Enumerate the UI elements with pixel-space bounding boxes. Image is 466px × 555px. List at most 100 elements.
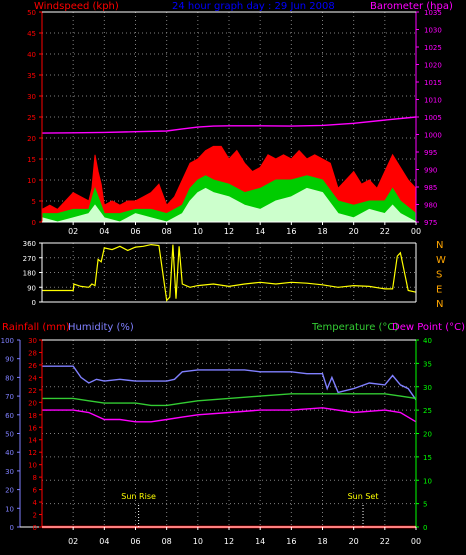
- x-tick-label: 10: [193, 227, 203, 236]
- humidity-legend: Humidity (%): [68, 322, 134, 333]
- x-tick-label: 02: [68, 537, 78, 546]
- rainfall-tick-label: 10: [28, 462, 37, 470]
- temperature-tick-label: 10: [423, 477, 432, 485]
- right-tick-label: 975: [424, 219, 437, 227]
- temperature-tick-label: 30: [423, 384, 432, 392]
- compass-label: W: [436, 255, 446, 266]
- humidity-tick-label: 40: [5, 449, 14, 457]
- direction-tick-label: 360: [23, 240, 36, 248]
- temperature-humidity-axes: 0102030405060708090100024681012141618202…: [1, 337, 432, 546]
- temperature-humidity-panel: 0102030405060708090100024681012141618202…: [1, 337, 432, 546]
- compass-label: N: [436, 240, 443, 251]
- temperature-tick-label: 5: [423, 501, 427, 509]
- wind-direction-line: [42, 243, 417, 302]
- right-tick-label: 1025: [424, 44, 442, 52]
- dew-point-line: [42, 407, 417, 423]
- right-tick-label: 1005: [424, 114, 442, 122]
- right-tick-label: 1020: [424, 62, 442, 70]
- x-tick-label: 16: [286, 537, 296, 546]
- rainfall-tick-label: 4: [33, 499, 38, 507]
- compass-label: E: [436, 284, 442, 295]
- rainfall-tick-label: 14: [28, 437, 37, 445]
- left-tick-label: 30: [27, 93, 36, 101]
- rainfall-tick-label: 0: [33, 524, 37, 532]
- humidity-tick-label: 70: [5, 393, 14, 401]
- x-tick-label: 00: [411, 227, 421, 236]
- rainfall-tick-label: 18: [28, 412, 37, 420]
- direction-tick-label: 270: [23, 255, 36, 263]
- temperature-line: [42, 393, 417, 407]
- sun-marker-label: Sun Rise: [121, 492, 156, 501]
- humidity-tick-label: 20: [5, 487, 14, 495]
- rainfall-tick-label: 26: [28, 362, 37, 370]
- x-tick-label: 02: [68, 227, 78, 236]
- left-tick-label: 20: [27, 135, 36, 143]
- temperature-tick-label: 40: [423, 337, 432, 345]
- x-tick-label: 14: [255, 537, 265, 546]
- graph-date-title: 24 hour graph day : 29 Jun 2008: [172, 1, 335, 12]
- x-tick-label: 04: [99, 227, 109, 236]
- right-axis-title: Barometer (hpa): [370, 1, 453, 12]
- wind-barometer-series: [41, 116, 417, 223]
- right-tick-label: 995: [424, 149, 437, 157]
- temperature-tick-label: 15: [423, 454, 432, 462]
- dew-point-legend: Dew Point (°C): [392, 322, 465, 333]
- x-tick-label: 04: [99, 537, 109, 546]
- left-tick-label: 50: [27, 9, 36, 17]
- humidity-tick-label: 60: [5, 412, 14, 420]
- x-tick-label: 18: [317, 227, 327, 236]
- temperature-legend: Temperature (°C): [311, 322, 398, 333]
- sun-marker-label: Sun Set: [348, 492, 379, 501]
- x-tick-label: 14: [255, 227, 265, 236]
- direction-tick-label: 90: [27, 284, 36, 292]
- rainfall-tick-label: 12: [28, 449, 37, 457]
- humidity-tick-label: 90: [5, 356, 14, 364]
- rainfall-tick-label: 30: [28, 337, 37, 345]
- x-tick-label: 06: [130, 227, 140, 236]
- right-tick-label: 990: [424, 167, 437, 175]
- x-tick-label: 16: [286, 227, 296, 236]
- wind-barometer-panel: 0510152025303540455097598098599099510001…: [27, 9, 442, 236]
- rainfall-tick-label: 16: [28, 424, 37, 432]
- direction-tick-label: 180: [23, 270, 36, 278]
- compass-label: S: [436, 270, 442, 281]
- rainfall-tick-label: 2: [33, 512, 37, 520]
- left-tick-label: 5: [32, 198, 36, 206]
- x-tick-label: 20: [349, 227, 359, 236]
- right-tick-label: 1000: [424, 132, 442, 140]
- right-tick-label: 980: [424, 202, 437, 210]
- left-tick-label: 25: [27, 114, 36, 122]
- right-tick-label: 1030: [424, 27, 442, 35]
- left-tick-label: 45: [27, 30, 36, 38]
- rainfall-tick-label: 22: [28, 387, 37, 395]
- wind-barometer-grid: [42, 12, 416, 222]
- right-tick-label: 985: [424, 184, 437, 192]
- left-tick-label: 0: [32, 219, 36, 227]
- humidity-tick-label: 50: [5, 431, 14, 439]
- x-tick-label: 12: [224, 227, 234, 236]
- left-tick-label: 15: [27, 156, 36, 164]
- humidity-tick-label: 100: [1, 337, 14, 345]
- rainfall-tick-label: 6: [33, 487, 38, 495]
- temperature-tick-label: 0: [423, 524, 427, 532]
- x-tick-label: 22: [380, 227, 390, 236]
- humidity-line: [42, 365, 417, 401]
- x-tick-label: 10: [193, 537, 203, 546]
- right-tick-label: 1015: [424, 79, 442, 87]
- rainfall-tick-label: 24: [28, 374, 37, 382]
- temperature-tick-label: 20: [423, 431, 432, 439]
- x-tick-label: 08: [162, 227, 172, 236]
- x-tick-label: 12: [224, 537, 234, 546]
- left-tick-label: 10: [27, 177, 36, 185]
- rainfall-tick-label: 20: [28, 399, 37, 407]
- barometer-line: [41, 116, 417, 134]
- temperature-tick-label: 25: [423, 407, 432, 415]
- x-tick-label: 22: [380, 537, 390, 546]
- rainfall-legend: Rainfall (mm): [2, 322, 70, 333]
- x-tick-label: 06: [130, 537, 140, 546]
- left-tick-label: 35: [27, 72, 36, 80]
